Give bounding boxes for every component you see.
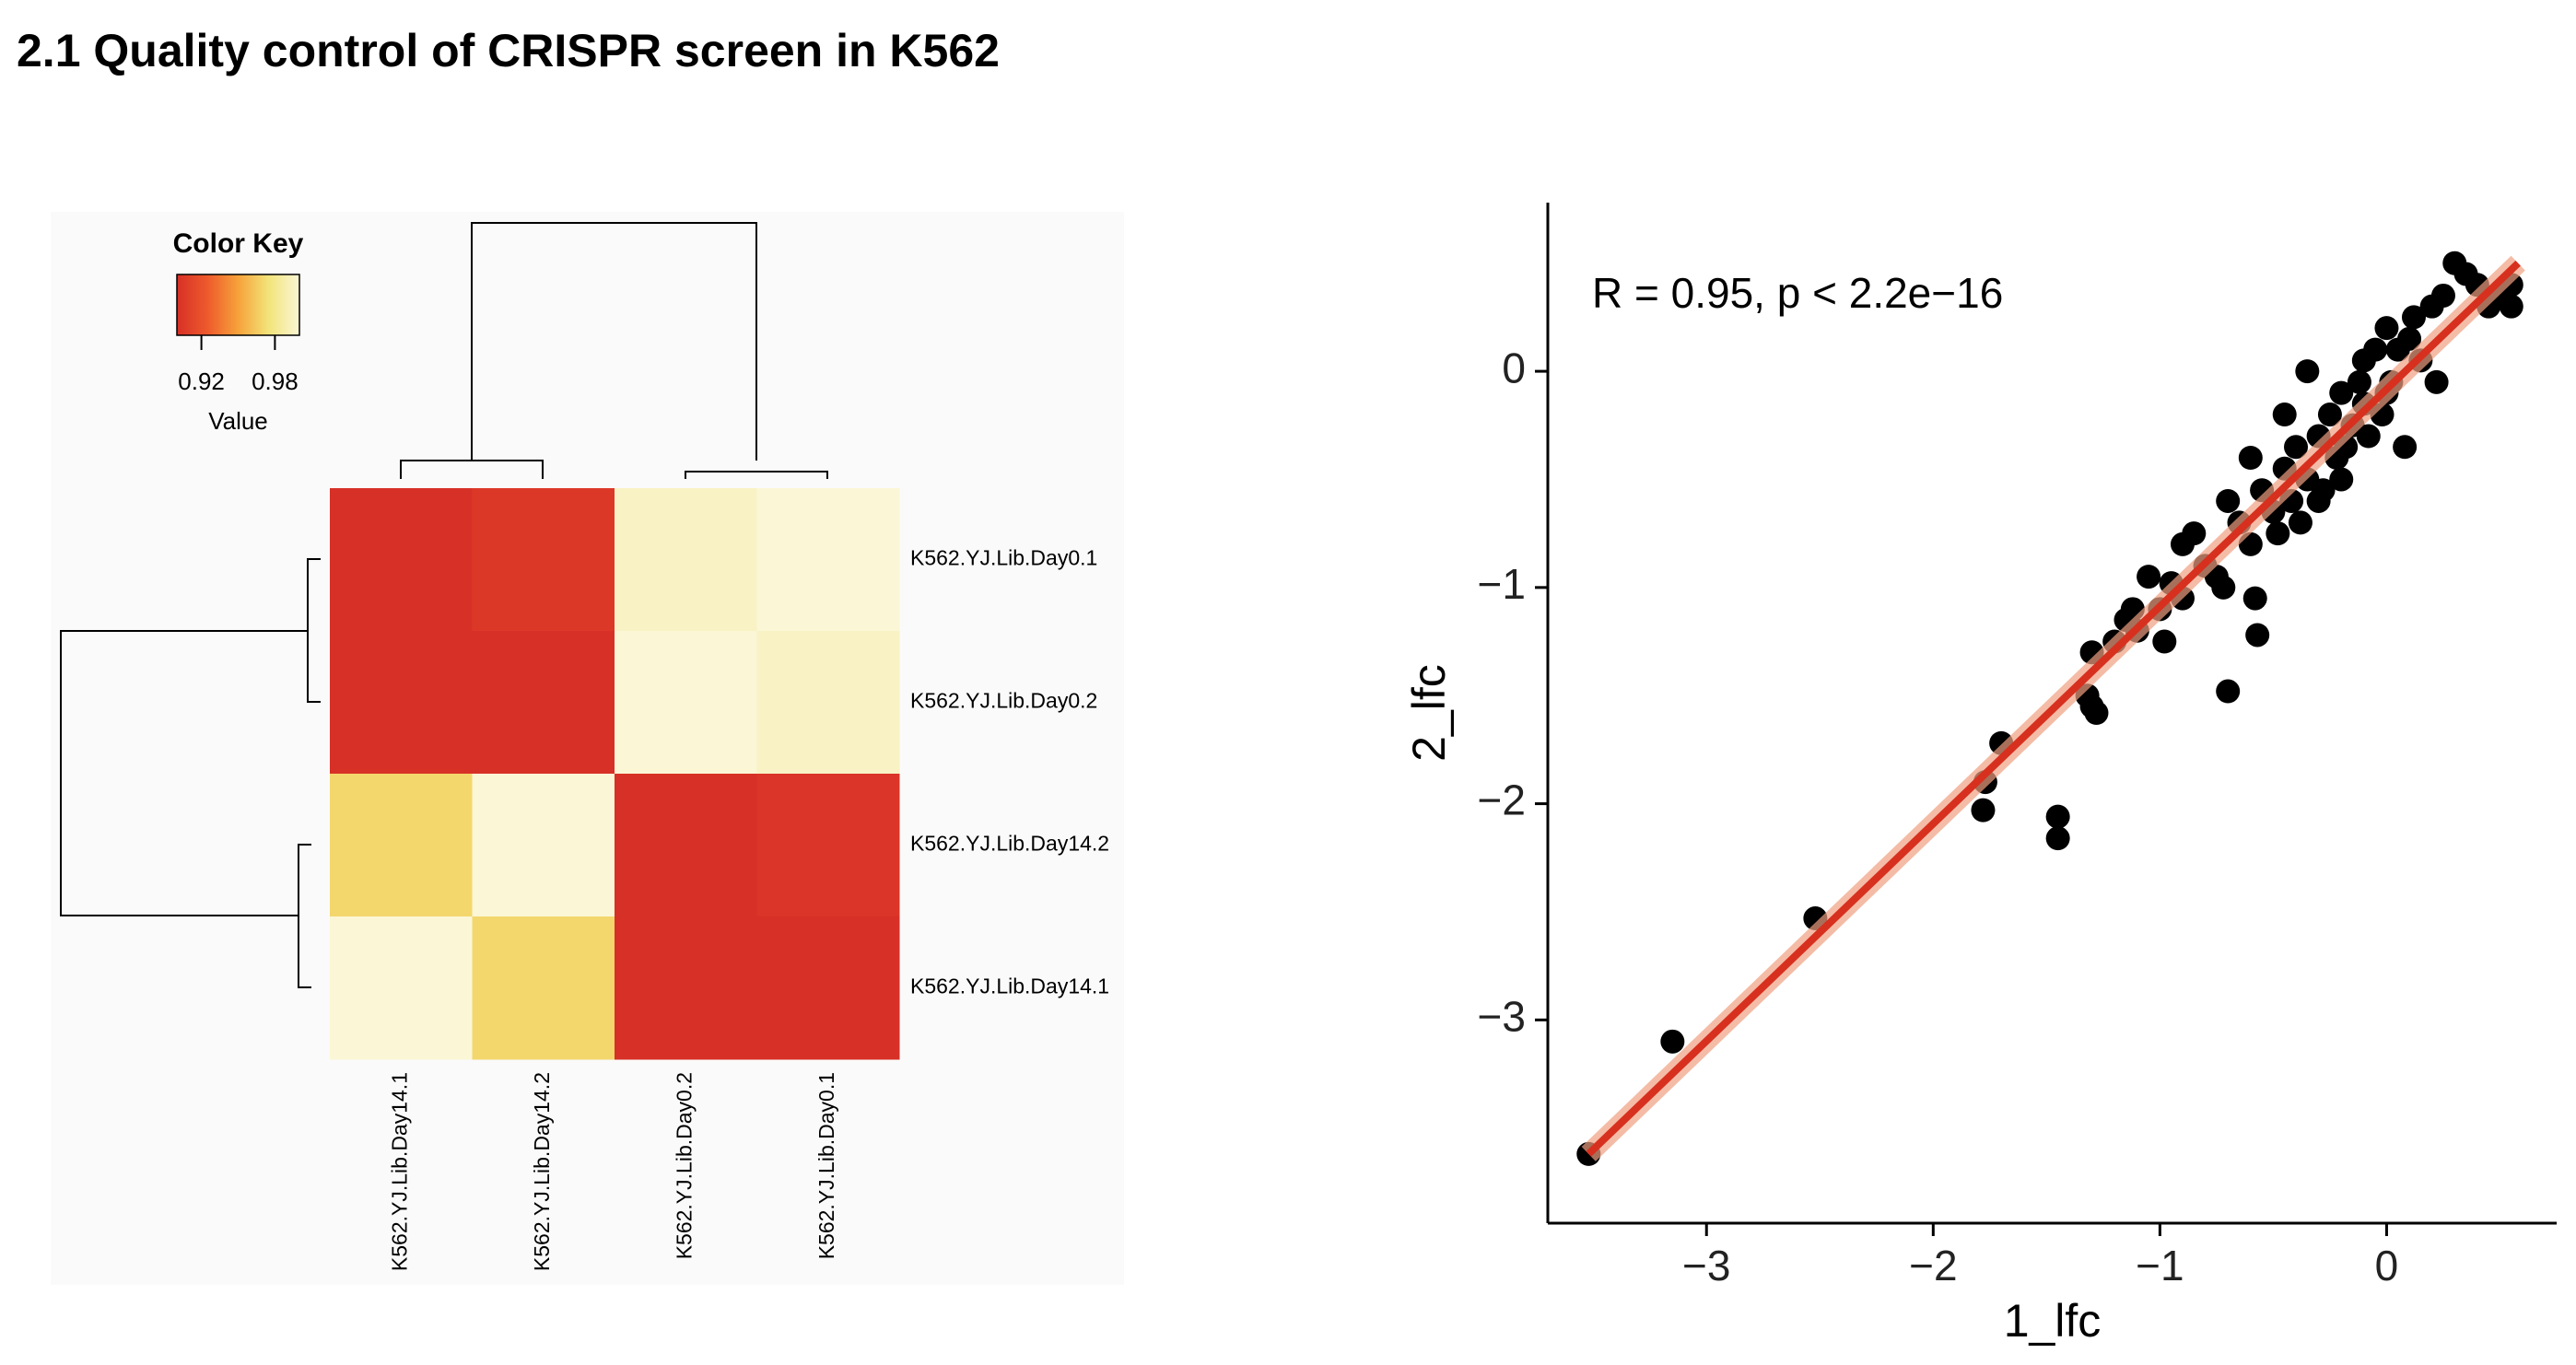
heatmap-cell bbox=[330, 916, 473, 1060]
x-axis-label: 1_lfc bbox=[2004, 1295, 2102, 1347]
column-dendrogram bbox=[400, 222, 828, 479]
point bbox=[2329, 380, 2354, 405]
x-tick-label: −1 bbox=[2136, 1242, 2184, 1289]
x-tick-label: 0 bbox=[2375, 1242, 2399, 1289]
point bbox=[2393, 435, 2418, 460]
point bbox=[2045, 826, 2070, 851]
point bbox=[2216, 488, 2241, 513]
heatmap-cell bbox=[472, 631, 615, 775]
heatmap-cell bbox=[330, 488, 473, 632]
point bbox=[2356, 424, 2381, 449]
annotation: R = 0.95, p < 2.2e−16 bbox=[1592, 269, 2003, 317]
dendrogram bbox=[60, 222, 828, 988]
point bbox=[1971, 798, 1996, 822]
row-label: K562.YJ.Lib.Day14.1 bbox=[910, 974, 1109, 998]
point bbox=[2272, 402, 2297, 427]
key-tick-label: 0.92 bbox=[178, 368, 225, 395]
row-label: K562.YJ.Lib.Day0.2 bbox=[910, 689, 1097, 713]
heatmap-cell bbox=[615, 631, 757, 775]
point bbox=[2137, 565, 2161, 589]
point bbox=[2499, 294, 2523, 319]
column-label: K562.YJ.Lib.Day0.1 bbox=[814, 1072, 838, 1259]
point bbox=[2245, 623, 2270, 648]
page-title: 2.1 Quality control of CRISPR screen in … bbox=[17, 25, 1000, 76]
row-label: K562.YJ.Lib.Day0.1 bbox=[910, 546, 1097, 570]
point bbox=[2288, 510, 2313, 535]
y-tick-label: −3 bbox=[1478, 992, 1526, 1040]
heatmap-cell bbox=[472, 774, 615, 917]
point bbox=[2329, 467, 2354, 492]
heatmap-cell bbox=[615, 488, 757, 632]
point bbox=[2317, 402, 2342, 427]
x-tick-label: −3 bbox=[1682, 1242, 1730, 1289]
point bbox=[2295, 359, 2320, 384]
heatmap-cell bbox=[330, 774, 473, 917]
heatmap-cell bbox=[330, 631, 473, 775]
heatmap-cell bbox=[472, 916, 615, 1060]
y-tick-label: 0 bbox=[1502, 344, 1526, 391]
point bbox=[2084, 701, 2109, 725]
y-axis-label: 2_lfc bbox=[1403, 664, 1455, 762]
point bbox=[2374, 316, 2399, 341]
point bbox=[2242, 586, 2267, 611]
point bbox=[2347, 369, 2371, 394]
column-label: K562.YJ.Lib.Day0.2 bbox=[672, 1072, 696, 1259]
point bbox=[2211, 575, 2236, 600]
point bbox=[2306, 488, 2331, 513]
x-tick-label: −2 bbox=[1909, 1242, 1957, 1289]
heatmap-cell bbox=[472, 488, 615, 632]
key-tick-label: 0.98 bbox=[252, 368, 299, 395]
point bbox=[2266, 521, 2290, 546]
y-tick-label: −2 bbox=[1478, 776, 1526, 824]
heatmap-cell bbox=[756, 631, 900, 775]
key-bar bbox=[176, 274, 300, 336]
point bbox=[2170, 531, 2195, 556]
heatmap-cell bbox=[615, 916, 757, 1060]
heatmap-cell bbox=[615, 774, 757, 917]
point bbox=[2424, 369, 2449, 394]
key-axis-label: Value bbox=[208, 407, 268, 435]
y-tick-label: −1 bbox=[1478, 560, 1526, 608]
heatmap-cell bbox=[756, 488, 900, 632]
point bbox=[2238, 446, 2263, 470]
heatmap-cell bbox=[756, 916, 900, 1060]
row-label: K562.YJ.Lib.Day14.2 bbox=[910, 832, 1109, 856]
point bbox=[2397, 326, 2422, 351]
column-label: K562.YJ.Lib.Day14.2 bbox=[530, 1072, 554, 1271]
point bbox=[2430, 283, 2455, 308]
row-dendrogram bbox=[60, 558, 321, 988]
fit-line bbox=[1586, 260, 2521, 1157]
point bbox=[1660, 1029, 1685, 1054]
point bbox=[2363, 337, 2388, 362]
column-label: K562.YJ.Lib.Day14.1 bbox=[387, 1072, 411, 1271]
point bbox=[2045, 804, 2070, 829]
point bbox=[2284, 435, 2309, 460]
point bbox=[2216, 679, 2241, 704]
point bbox=[2152, 629, 2177, 654]
key-title: Color Key bbox=[173, 228, 304, 259]
point bbox=[2401, 305, 2426, 330]
heatmap-cell bbox=[756, 774, 900, 917]
